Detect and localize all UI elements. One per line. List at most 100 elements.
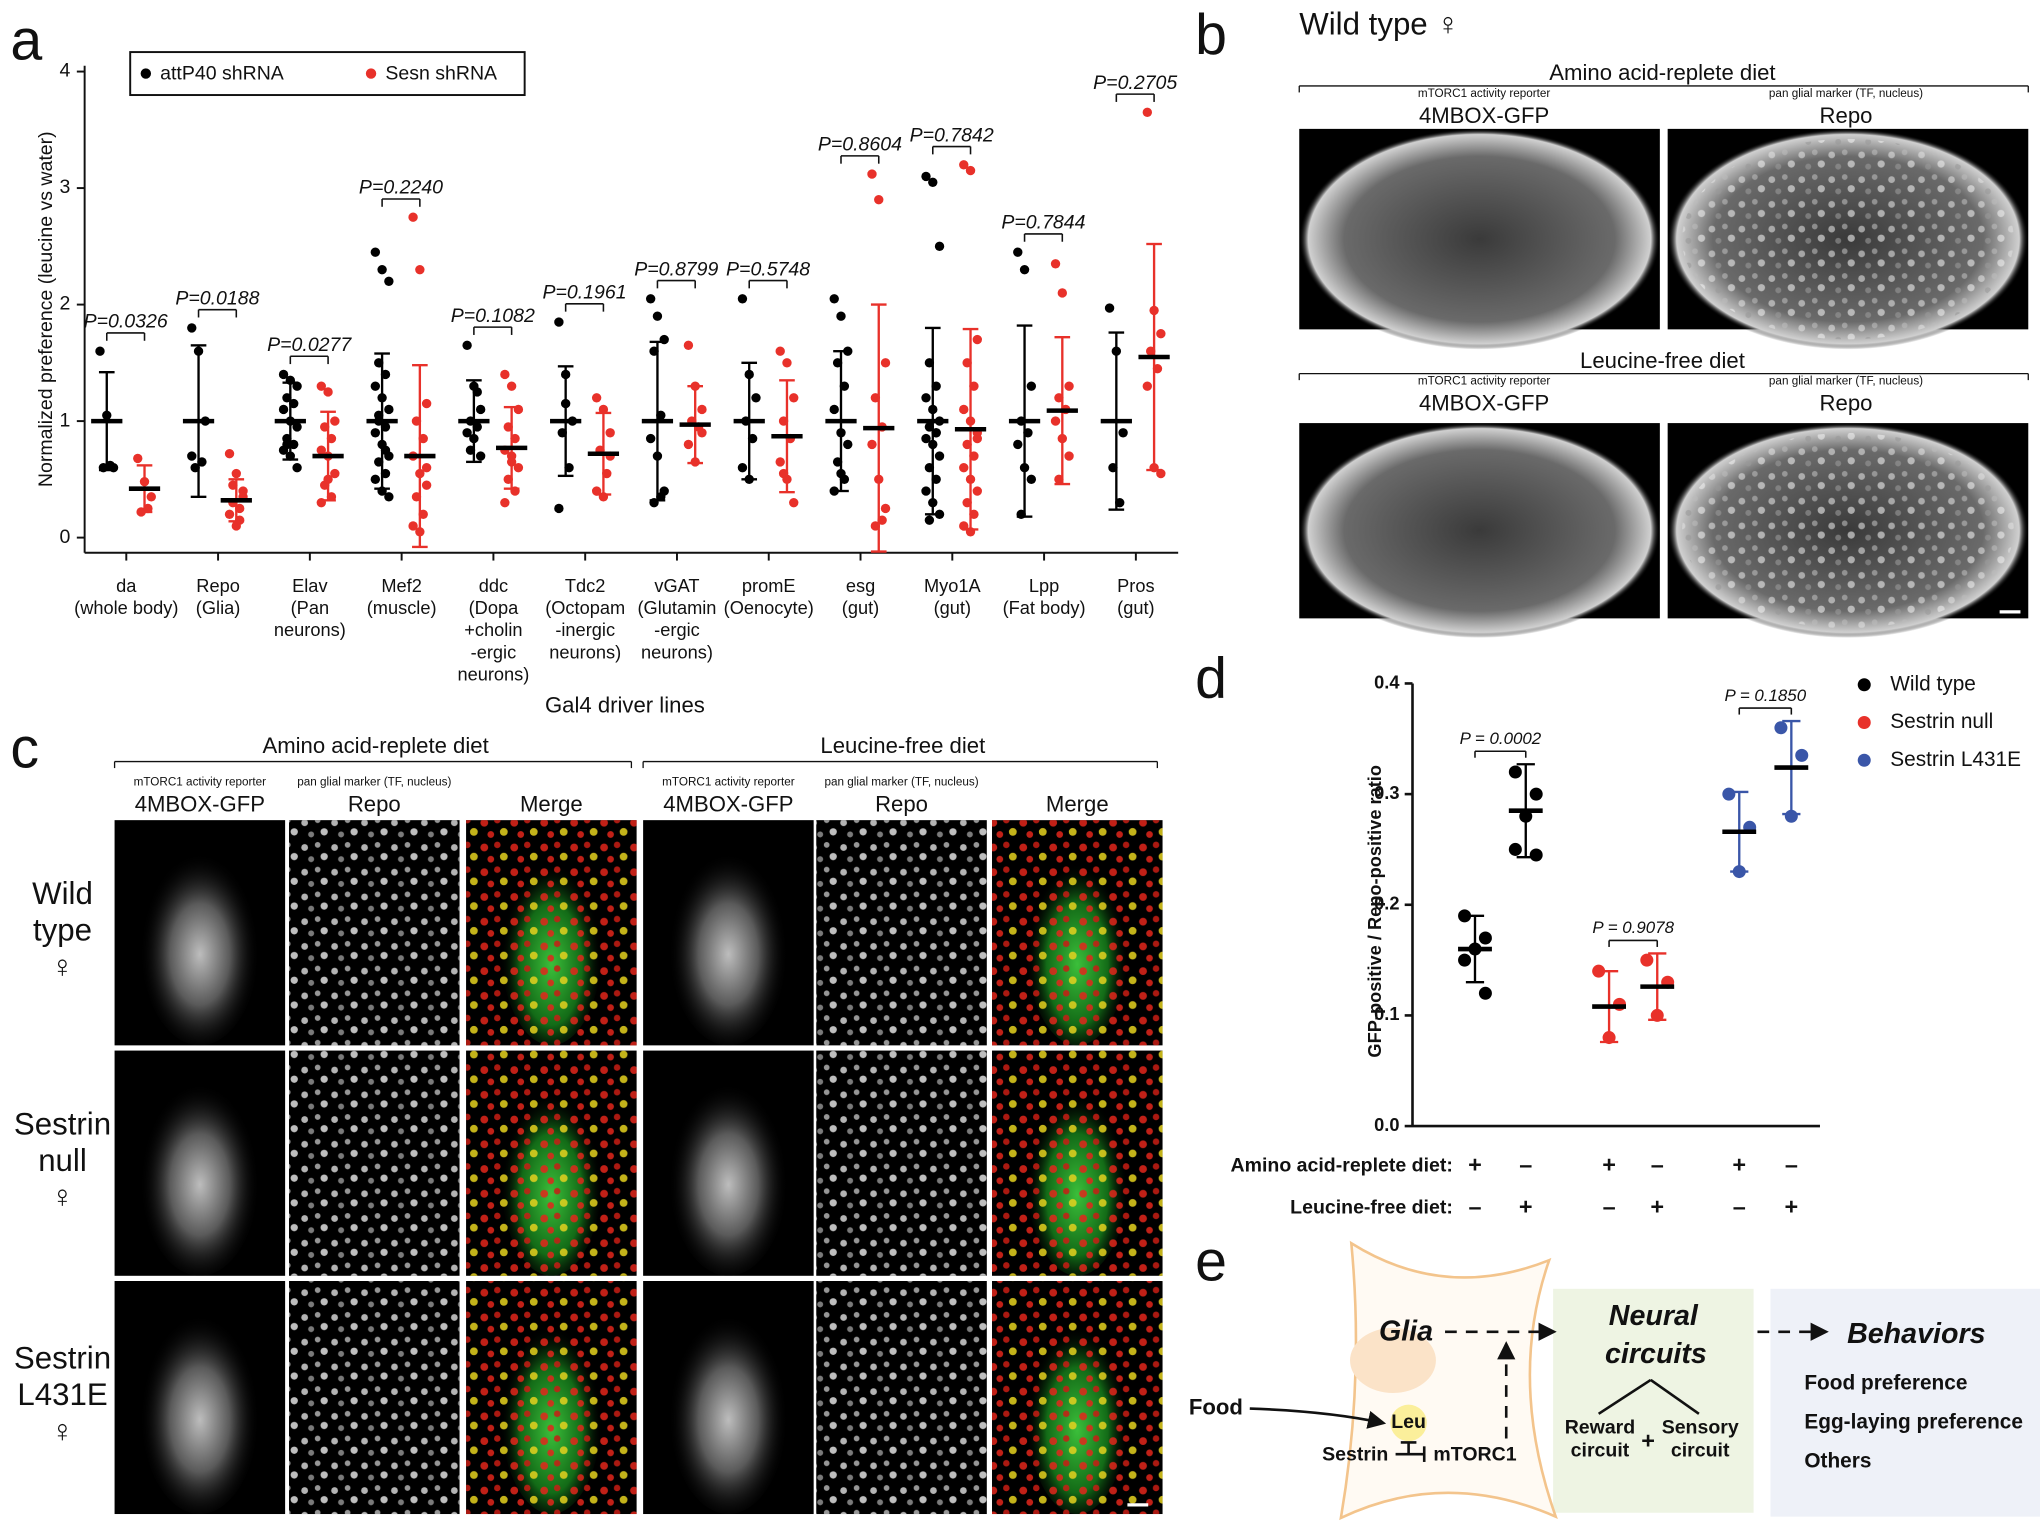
panel-letter: d — [1195, 646, 1227, 710]
row-label: type — [33, 912, 92, 947]
data-point — [924, 515, 935, 525]
micrograph-signal — [668, 1073, 789, 1276]
channel-note: pan glial marker (TF, nucleus) — [824, 775, 978, 788]
data-point — [1142, 107, 1153, 118]
diet-header: Leucine-free diet — [820, 733, 985, 758]
node-label: Sestrin — [1322, 1444, 1388, 1466]
node-label: Glia — [1379, 1316, 1433, 1348]
channel-name: 4MBOX-GFP — [1419, 103, 1549, 128]
condition-sign: + — [1784, 1193, 1798, 1219]
x-tick-label: (Dopa — [469, 598, 519, 618]
data-point — [1529, 787, 1543, 801]
data-point — [697, 428, 707, 438]
p-value: P=0.2705 — [1093, 72, 1177, 94]
data-point — [370, 381, 381, 391]
micrograph-signal — [816, 820, 987, 1046]
data-point — [377, 264, 387, 275]
data-point — [278, 404, 289, 415]
x-tick-label: Tdc2 — [565, 576, 606, 596]
y-tick-label: 0 — [59, 526, 70, 548]
node-label: + — [1641, 1428, 1655, 1454]
data-point — [384, 492, 394, 502]
data-point — [829, 294, 839, 304]
channel-name: 4MBOX-GFP — [663, 792, 793, 817]
data-point — [323, 387, 333, 397]
condition-sign: + — [1732, 1152, 1746, 1178]
data-point — [737, 463, 748, 473]
x-tick-label: neurons) — [274, 620, 346, 640]
x-tick-label: neurons) — [641, 642, 713, 662]
data-point — [934, 241, 945, 252]
micrograph-signal — [140, 1073, 260, 1276]
node-label: Reward — [1565, 1416, 1636, 1438]
data-point — [330, 468, 340, 479]
data-point — [789, 497, 799, 508]
y-tick-label: 0.0 — [1374, 1115, 1399, 1135]
y-tick-label: 0.3 — [1374, 783, 1399, 803]
circuit-box — [1553, 1288, 1754, 1513]
x-tick-label: +cholin — [464, 620, 522, 640]
micrograph-signal — [816, 1281, 987, 1515]
x-tick-label: Myo1A — [924, 576, 982, 596]
x-tick-label: ddc — [479, 576, 508, 596]
data-point — [959, 463, 969, 473]
data-point — [921, 393, 931, 403]
x-tick-label: Pros — [1117, 576, 1154, 596]
data-point — [370, 474, 381, 485]
micrograph-signal — [289, 1050, 460, 1276]
x-tick-label: (Glutamin — [637, 598, 716, 618]
legend-marker — [1857, 716, 1871, 730]
p-value: P=0.1082 — [451, 305, 535, 327]
micrograph-signal — [992, 1050, 1163, 1276]
legend-label: Wild type — [1890, 672, 1976, 695]
panel-letter: b — [1195, 3, 1227, 67]
data-point — [1064, 451, 1074, 461]
data-point — [133, 453, 143, 464]
data-point — [1774, 721, 1788, 735]
micrograph-signal — [992, 1281, 1163, 1515]
legend-marker — [1857, 753, 1871, 767]
p-value: P = 0.9078 — [1592, 918, 1674, 937]
node-label: Food — [1189, 1394, 1243, 1419]
micrograph-signal — [816, 1050, 987, 1276]
row-label: Sestrin — [14, 1341, 111, 1376]
data-point — [1722, 787, 1736, 801]
data-point — [224, 509, 235, 519]
legend-marker — [365, 68, 377, 79]
data-point — [843, 439, 853, 450]
x-tick-label: Mef2 — [381, 576, 422, 596]
nucleus — [1350, 1327, 1436, 1393]
channel-name: Repo — [348, 792, 401, 817]
y-tick-label: 0.4 — [1374, 672, 1400, 692]
micrograph-signal — [1299, 128, 1660, 350]
x-tick-label: (Oenocyte) — [724, 598, 814, 618]
channel-note: mTORC1 activity reporter — [1418, 87, 1551, 100]
data-point — [408, 212, 418, 222]
x-tick-label: -ergic — [654, 620, 700, 640]
behavior-item: Others — [1804, 1449, 1871, 1472]
row-label: L431E — [17, 1377, 107, 1412]
legend-label: Sestrin L431E — [1890, 748, 2021, 771]
data-point — [1118, 428, 1128, 438]
micrograph-signal — [466, 1281, 637, 1515]
x-tick-label: (Glia) — [196, 598, 241, 618]
p-value: P=0.0326 — [84, 311, 168, 333]
panel-letter: e — [1195, 1230, 1227, 1294]
data-point — [421, 463, 432, 473]
panel-letter: c — [10, 717, 39, 781]
micrograph-signal — [466, 820, 637, 1046]
node-label: circuit — [1671, 1440, 1730, 1462]
data-point — [652, 311, 663, 321]
data-point — [1050, 259, 1061, 269]
y-tick-label: 1 — [59, 409, 70, 431]
p-value: P=0.8604 — [818, 134, 902, 156]
micrograph-signal — [140, 842, 260, 1046]
x-tick-label: promE — [742, 576, 796, 596]
data-point — [697, 404, 707, 415]
data-point — [462, 428, 472, 438]
data-point — [421, 398, 432, 409]
y-tick-label: 4 — [59, 60, 70, 82]
data-point — [934, 451, 945, 461]
data-point — [1026, 474, 1037, 485]
